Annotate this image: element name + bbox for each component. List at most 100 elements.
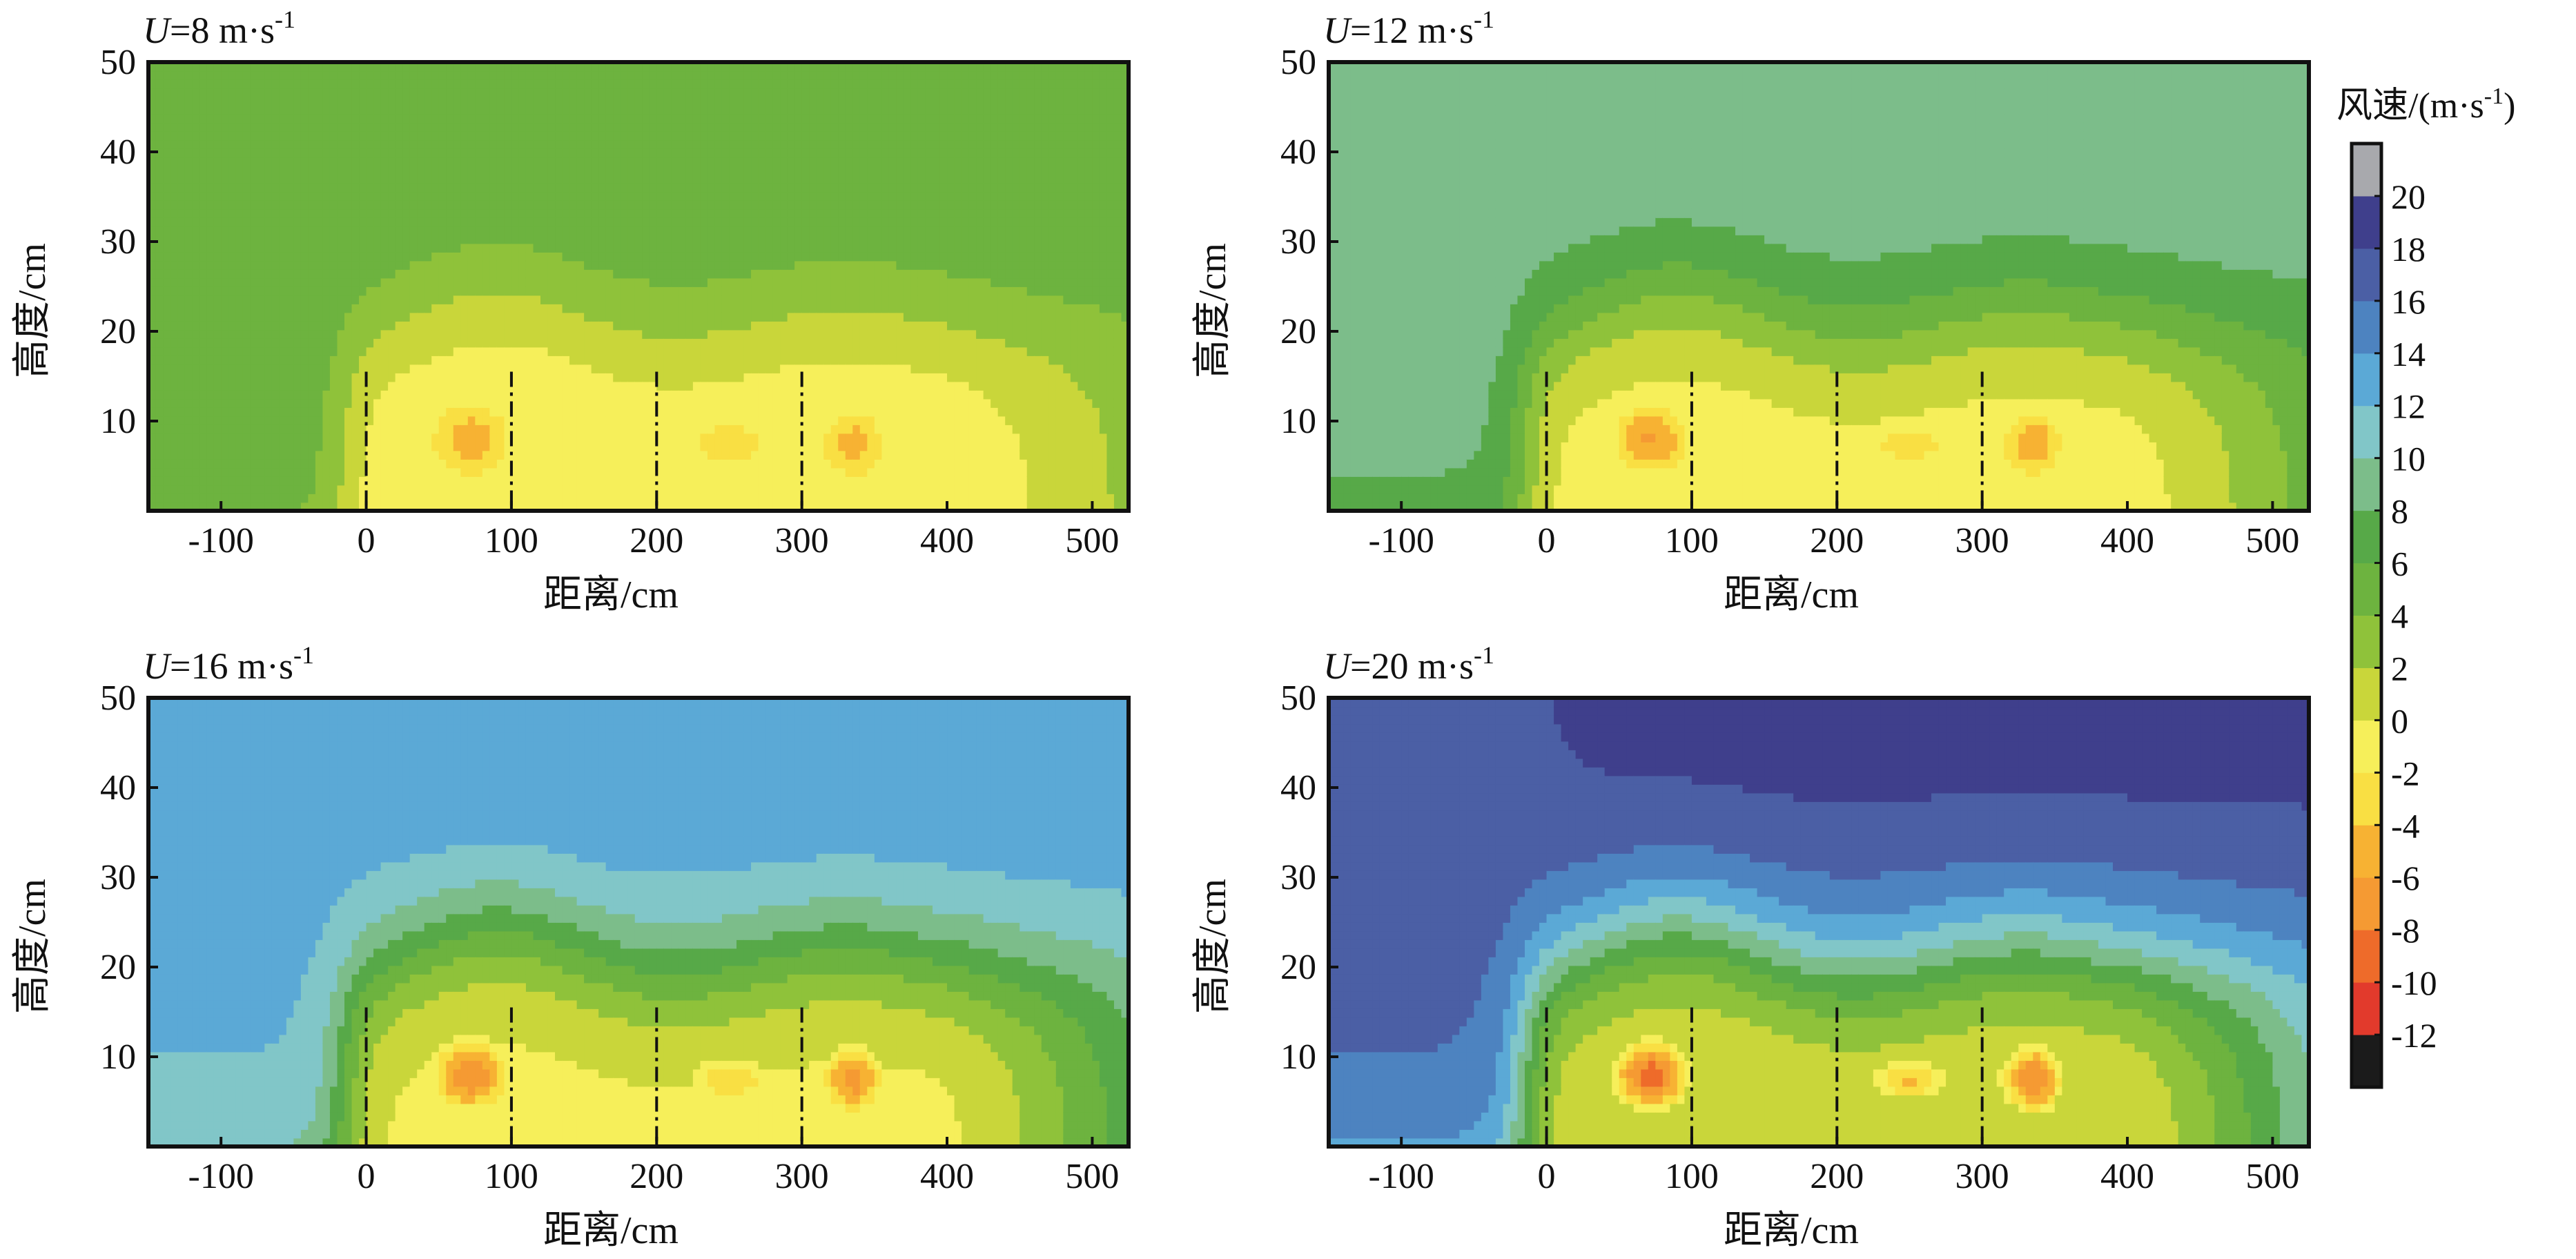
contour-cell [634, 139, 643, 149]
contour-cell [308, 355, 316, 365]
contour-cell [402, 467, 411, 477]
contour-cell [642, 200, 650, 210]
contour-cell [235, 373, 244, 382]
contour-cell [163, 235, 171, 244]
contour-cell [402, 122, 411, 132]
contour-cell [206, 286, 215, 296]
contour-cell [794, 390, 803, 400]
contour-cell [525, 450, 534, 460]
contour-cell [467, 191, 476, 201]
contour-cell [620, 390, 629, 400]
contour-cell [736, 424, 745, 434]
contour-cell [714, 217, 723, 227]
contour-cell [250, 260, 258, 270]
contour-cell [780, 208, 788, 218]
contour-cell [504, 243, 512, 253]
contour-cell [475, 157, 483, 166]
contour-cell [460, 217, 469, 227]
contour-cell [475, 62, 483, 72]
contour-cell [192, 347, 200, 356]
contour-cell [417, 381, 425, 391]
contour-cell [264, 243, 273, 253]
contour-cell [787, 166, 796, 175]
contour-cell [228, 62, 237, 72]
contour-cell [743, 277, 752, 287]
contour-cell [475, 166, 483, 175]
contour-cell [576, 329, 585, 339]
contour-cell [402, 450, 411, 460]
contour-cell [271, 208, 280, 218]
contour-cell [714, 476, 723, 486]
contour-cell [569, 70, 578, 80]
contour-cell [438, 122, 447, 132]
contour-cell [250, 226, 258, 235]
contour-cell [598, 416, 607, 425]
contour-cell [373, 183, 382, 193]
contour-cell [823, 450, 832, 460]
contour-cell [286, 494, 295, 503]
contour-cell [685, 122, 694, 132]
contour-cell [380, 407, 389, 417]
contour-cell [221, 70, 229, 80]
contour-cell [700, 494, 708, 503]
contour-cell [199, 277, 208, 287]
contour-cell [475, 338, 483, 348]
contour-cell [395, 235, 404, 244]
contour-cell [206, 226, 215, 235]
contour-cell [584, 381, 592, 391]
contour-cell [830, 122, 839, 132]
contour-cell [569, 166, 578, 175]
contour-cell [351, 329, 360, 339]
contour-cell [206, 407, 215, 417]
contour-cell [634, 304, 643, 313]
contour-cell [402, 191, 411, 201]
contour-cell [242, 407, 251, 417]
contour-cell [344, 122, 353, 132]
contour-cell [555, 62, 563, 72]
contour-cell [155, 200, 164, 210]
contour-cell [155, 79, 164, 89]
contour-cell [163, 139, 171, 149]
contour-cell [547, 467, 556, 477]
contour-cell [838, 97, 846, 106]
contour-cell [206, 450, 215, 460]
contour-cell [700, 260, 708, 270]
contour-cell [446, 467, 454, 477]
contour-cell [228, 398, 237, 408]
contour-cell [395, 312, 404, 322]
contour-cell [453, 312, 462, 322]
contour-cell [213, 235, 222, 244]
contour-cell [467, 114, 476, 124]
contour-cell [504, 295, 512, 304]
contour-cell [736, 364, 745, 373]
contour-cell [772, 304, 781, 313]
contour-cell [765, 295, 774, 304]
contour-cell [649, 286, 658, 296]
contour-cell [598, 502, 607, 511]
contour-cell [736, 459, 745, 469]
contour-cell [308, 114, 316, 124]
contour-cell [417, 243, 425, 253]
contour-cell [192, 252, 200, 262]
contour-cell [388, 148, 396, 158]
contour-cell [823, 355, 832, 365]
contour-cell [177, 148, 186, 158]
contour-cell [482, 235, 491, 244]
contour-cell [417, 88, 425, 97]
contour-cell [155, 166, 164, 175]
contour-cell [293, 450, 302, 460]
contour-cell [264, 485, 273, 494]
contour-cell [308, 88, 316, 97]
contour-cell [380, 208, 389, 218]
contour-cell [438, 390, 447, 400]
contour-cell [562, 191, 570, 201]
contour-cell [293, 347, 302, 356]
contour-cell [838, 424, 846, 434]
contour-cell [576, 260, 585, 270]
contour-cell [351, 407, 360, 417]
contour-cell [417, 502, 425, 511]
contour-cell [293, 494, 302, 503]
contour-cell [460, 450, 469, 460]
contour-cell [540, 338, 549, 348]
contour-cell [315, 321, 324, 331]
